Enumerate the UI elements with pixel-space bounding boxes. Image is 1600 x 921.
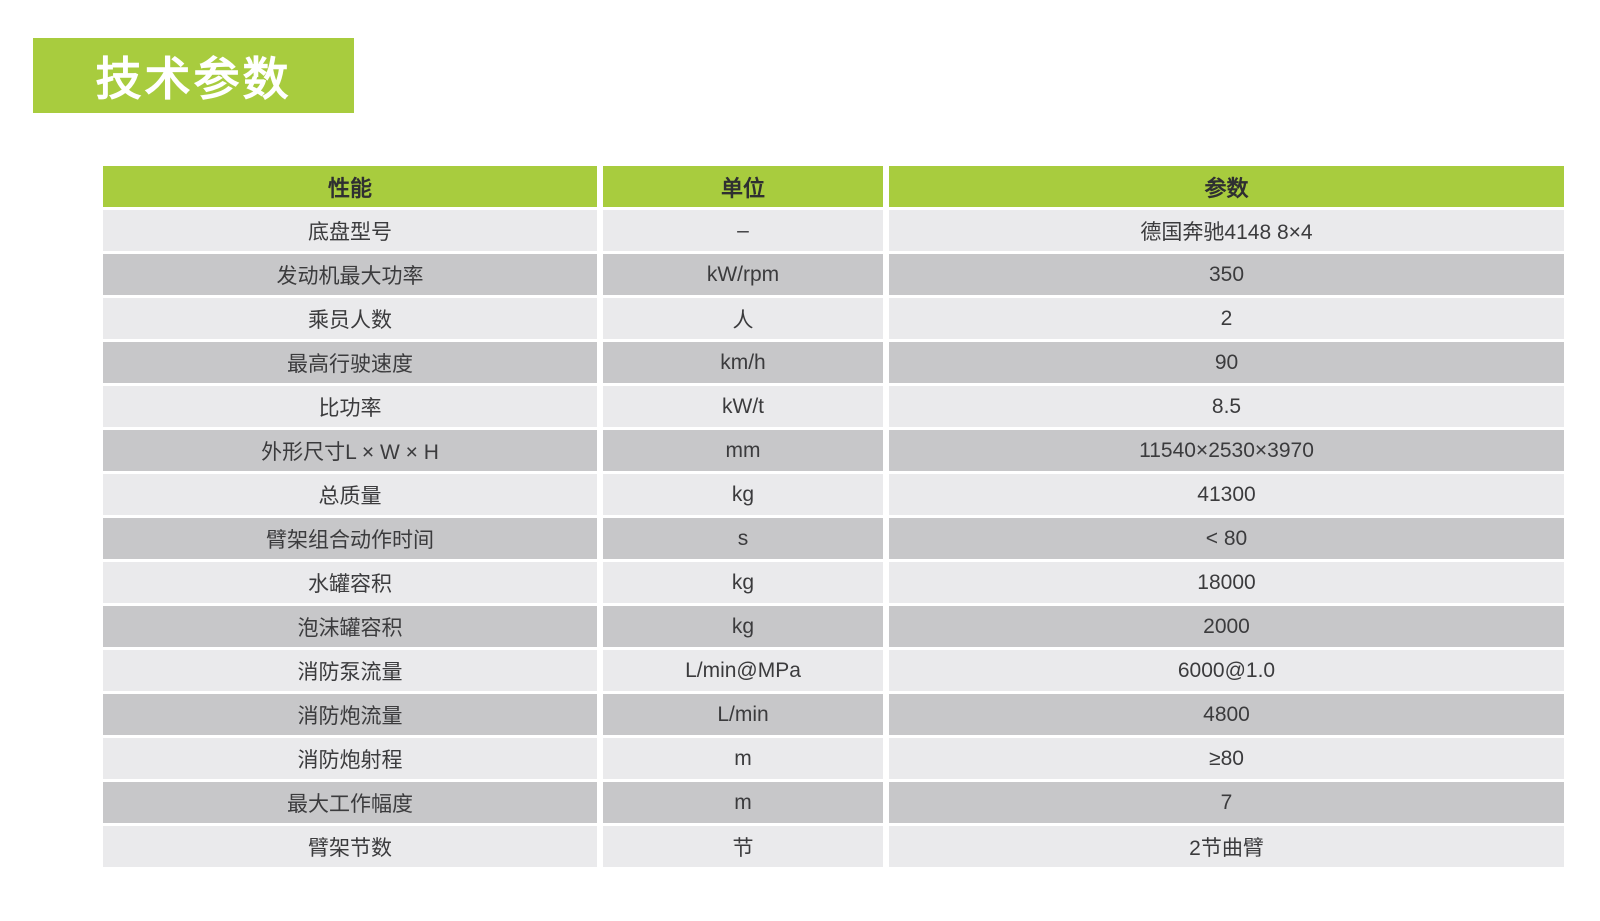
- spec-value-cell: 11540×2530×3970: [889, 430, 1564, 471]
- spec-value-cell: 90: [889, 342, 1564, 383]
- spec-table-body: 底盘型号 – 德国奔驰4148 8×4 发动机最大功率 kW/rpm 350 乘员人数人 2 最…: [103, 210, 1564, 867]
- spec-name-cell: 消防炮流量: [103, 694, 597, 735]
- spec-unit-cell: L/min@MPa: [603, 650, 883, 691]
- table-row: 消防炮射程 m ≥80: [103, 738, 1564, 779]
- spec-value-cell: 2: [889, 298, 1564, 339]
- spec-unit-cell: m: [603, 738, 883, 779]
- spec-unit-cell: 人: [603, 298, 883, 339]
- spec-value-cell: 2000: [889, 606, 1564, 647]
- spec-unit-cell: mm: [603, 430, 883, 471]
- spec-name-cell: 臂架组合动作时间: [103, 518, 597, 559]
- spec-value-cell: ≥80: [889, 738, 1564, 779]
- spec-name-cell: 水罐容积: [103, 562, 597, 603]
- table-row: 发动机最大功率 kW/rpm 350: [103, 254, 1564, 295]
- spec-name-cell: 外形尺寸L × W × H: [103, 430, 597, 471]
- spec-value-cell: 德国奔驰4148 8×4: [889, 210, 1564, 251]
- table-row: 最高行驶速度 km/h 90: [103, 342, 1564, 383]
- table-row: 臂架组合动作时间 s < 80: [103, 518, 1564, 559]
- table-row: 总质量 kg 41300: [103, 474, 1564, 515]
- table-row: 底盘型号 – 德国奔驰4148 8×4: [103, 210, 1564, 251]
- page-title: 技术参数: [95, 52, 292, 105]
- table-header-row: 性能 单位 参数: [103, 166, 1564, 207]
- spec-unit-cell: kg: [603, 606, 883, 647]
- spec-value-cell: 41300: [889, 474, 1564, 515]
- spec-unit-cell: –: [603, 210, 883, 251]
- spec-unit-cell: s: [603, 518, 883, 559]
- spec-unit-cell: kW/rpm: [603, 254, 883, 295]
- spec-value-cell: 6000@1.0: [889, 650, 1564, 691]
- spec-value-cell: 350: [889, 254, 1564, 295]
- table-row: 泡沫罐容积 kg 2000: [103, 606, 1564, 647]
- table-row: 消防泵流量 L/min@MPa 6000@1.0: [103, 650, 1564, 691]
- spec-unit-cell: m: [603, 782, 883, 823]
- spec-unit-cell: kW/t: [603, 386, 883, 427]
- spec-name-cell: 发动机最大功率: [103, 254, 597, 295]
- spec-name-cell: 底盘型号: [103, 210, 597, 251]
- spec-table: 性能 单位 参数 底盘型号 – 德国奔驰4148 8×4 发动机最大功率 kW/rpm 3…: [97, 163, 1570, 870]
- spec-name-cell: 消防泵流量: [103, 650, 597, 691]
- spec-name-cell: 总质量: [103, 474, 597, 515]
- header-parameter: 参数: [889, 166, 1564, 207]
- table-row: 水罐容积 kg 18000: [103, 562, 1564, 603]
- section-title-banner: 技术参数: [33, 38, 354, 113]
- spec-value-cell: 8.5: [889, 386, 1564, 427]
- spec-value-cell: 18000: [889, 562, 1564, 603]
- table-row: 最大工作幅度 m 7: [103, 782, 1564, 823]
- spec-value-cell: 2节曲臂: [889, 826, 1564, 867]
- spec-unit-cell: km/h: [603, 342, 883, 383]
- spec-name-cell: 比功率: [103, 386, 597, 427]
- spec-name-cell: 最高行驶速度: [103, 342, 597, 383]
- spec-unit-cell: kg: [603, 562, 883, 603]
- spec-value-cell: < 80: [889, 518, 1564, 559]
- spec-name-cell: 臂架节数: [103, 826, 597, 867]
- spec-name-cell: 乘员人数: [103, 298, 597, 339]
- table-row: 臂架节数节 2节曲臂: [103, 826, 1564, 867]
- spec-unit-cell: 节: [603, 826, 883, 867]
- spec-name-cell: 消防炮射程: [103, 738, 597, 779]
- table-row: 比功率 kW/t 8.5: [103, 386, 1564, 427]
- spec-name-cell: 泡沫罐容积: [103, 606, 597, 647]
- header-performance: 性能: [103, 166, 597, 207]
- table-row: 消防炮流量 L/min 4800: [103, 694, 1564, 735]
- spec-value-cell: 7: [889, 782, 1564, 823]
- header-unit: 单位: [603, 166, 883, 207]
- spec-unit-cell: L/min: [603, 694, 883, 735]
- spec-value-cell: 4800: [889, 694, 1564, 735]
- table-row: 乘员人数人 2: [103, 298, 1564, 339]
- spec-name-cell: 最大工作幅度: [103, 782, 597, 823]
- spec-unit-cell: kg: [603, 474, 883, 515]
